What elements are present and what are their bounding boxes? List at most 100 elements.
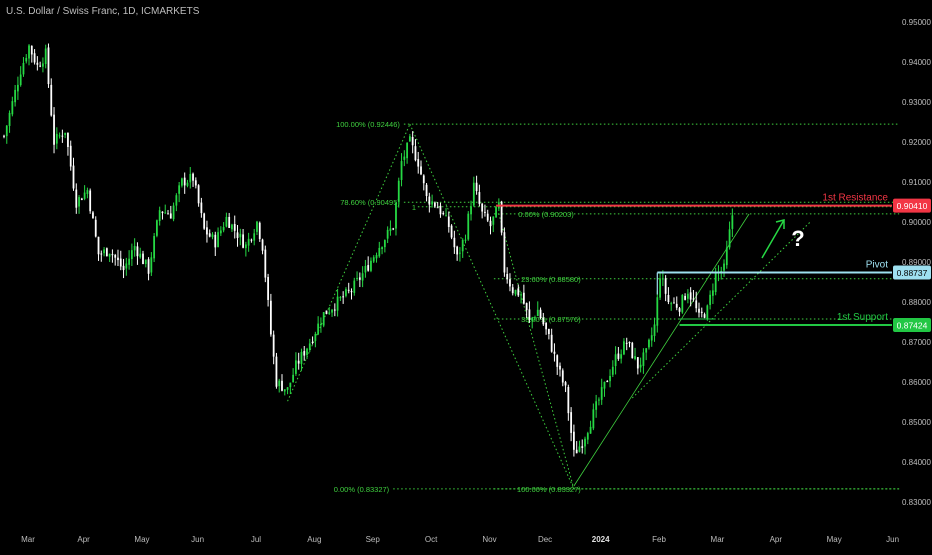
candle-body	[606, 380, 609, 383]
fib-trend-line	[498, 213, 575, 490]
candle-body	[25, 57, 28, 62]
candle-body	[8, 112, 11, 126]
candle-body	[534, 317, 536, 319]
channel-line	[631, 221, 811, 399]
candle-body	[550, 334, 553, 352]
candle-body	[303, 351, 306, 356]
candle-body	[372, 257, 375, 262]
y-tick-label: 0.83000	[902, 498, 931, 507]
candle-body	[86, 190, 89, 194]
candle-body	[684, 295, 686, 300]
candle-body	[186, 182, 189, 186]
candle-body	[92, 212, 94, 219]
candle-body	[428, 196, 431, 205]
y-tick-label: 0.87000	[902, 338, 931, 347]
y-tick-label: 0.93000	[902, 98, 931, 107]
fib-trend-line	[409, 123, 575, 490]
candle-body	[522, 292, 525, 304]
candle-body	[700, 311, 703, 313]
level-label: 1st Support	[837, 312, 888, 323]
candle-body	[167, 213, 169, 215]
candle-body	[164, 212, 167, 214]
candle-body	[14, 89, 17, 103]
candle-body	[712, 290, 714, 296]
candle-body	[283, 389, 286, 392]
x-tick-label: Dec	[538, 535, 552, 544]
candle-body	[231, 224, 233, 230]
price-tag-label: 0.88737	[897, 268, 928, 278]
candle-body	[233, 224, 236, 231]
candle-body	[147, 259, 150, 274]
candle-body	[723, 263, 725, 271]
candle-body	[117, 257, 119, 261]
candle-body	[581, 446, 584, 448]
candle-body	[434, 202, 436, 207]
x-tick-label: May	[827, 535, 842, 544]
candle-body	[592, 409, 595, 429]
candle-body	[636, 357, 639, 369]
candle-body	[311, 341, 314, 343]
candle-body	[347, 289, 350, 291]
candle-body	[531, 317, 534, 321]
candle-body	[631, 342, 634, 359]
candle-body	[158, 210, 161, 222]
candle-body	[648, 339, 650, 348]
candle-body	[383, 240, 386, 248]
candle-body	[314, 333, 317, 341]
x-tick-label: Jun	[191, 535, 204, 544]
candle-body	[472, 182, 475, 206]
candle-body	[320, 323, 322, 326]
candle-body	[445, 215, 447, 217]
candle-body	[222, 227, 225, 231]
candle-body	[272, 334, 275, 357]
candle-body	[208, 233, 211, 237]
candle-body	[61, 135, 64, 137]
candle-body	[403, 156, 406, 160]
fib-level-label: 100.00% (0.83327)	[517, 485, 581, 494]
candle-body	[395, 203, 397, 229]
x-tick-label: Apr	[77, 535, 90, 544]
candle-body	[475, 182, 478, 192]
candle-body	[656, 297, 659, 326]
candle-body	[30, 45, 33, 55]
candle-body	[514, 289, 517, 295]
candle-body	[183, 177, 186, 186]
candle-body	[453, 237, 456, 248]
candle-body	[578, 446, 581, 452]
candle-body	[661, 278, 664, 280]
candle-body	[725, 247, 728, 266]
candle-body	[119, 258, 122, 267]
candle-body	[417, 159, 420, 167]
candle-body	[664, 278, 667, 294]
x-tick-label: Jul	[251, 535, 261, 544]
candle-body	[72, 165, 75, 189]
x-tick-label: Oct	[425, 535, 438, 544]
candle-body	[353, 280, 356, 293]
price-tag	[893, 318, 931, 333]
candle-body	[153, 236, 156, 259]
candle-body	[567, 386, 570, 414]
candle-body	[695, 300, 698, 309]
candle-body	[244, 244, 247, 249]
price-tag	[893, 265, 931, 280]
arrow-head	[775, 219, 785, 229]
candle-body	[553, 351, 556, 354]
candle-body	[598, 399, 600, 401]
candle-body	[367, 265, 370, 271]
candle-body	[261, 239, 264, 251]
candle-body	[269, 300, 272, 335]
symbol-title: U.S. Dollar / Swiss Franc, 1D, ICMARKETS	[6, 6, 200, 17]
candle-body	[125, 263, 128, 269]
candle-body	[328, 312, 331, 314]
candle-body	[67, 132, 69, 147]
candle-body	[386, 229, 389, 239]
candle-body	[450, 225, 453, 238]
candle-body	[278, 380, 281, 387]
candle-body	[603, 381, 606, 389]
candle-body	[297, 360, 300, 364]
projection-arrow	[761, 219, 785, 259]
candle-body	[370, 260, 372, 271]
candle-body	[200, 202, 203, 214]
